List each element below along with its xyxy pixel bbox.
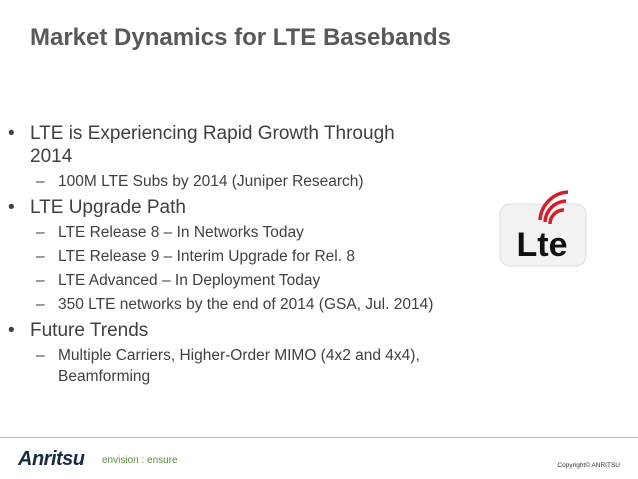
tagline: envision : ensure xyxy=(102,455,178,466)
copyright: Copyright© ANRITSU xyxy=(557,462,620,469)
sub-bullet: LTE Release 9 – Interim Upgrade for Rel.… xyxy=(8,246,458,267)
sub-bullet: LTE Advanced – In Deployment Today xyxy=(8,270,458,291)
sub-bullet: LTE Release 8 – In Networks Today xyxy=(8,222,458,243)
sub-bullet: Multiple Carriers, Higher-Order MIMO (4x… xyxy=(8,345,458,387)
bullet: Future Trends xyxy=(8,319,440,342)
slide-title: Market Dynamics for LTE Basebands xyxy=(30,24,452,51)
bullet: LTE is Experiencing Rapid Growth Through… xyxy=(8,122,440,168)
logo-arc xyxy=(543,199,567,223)
logo-frame xyxy=(499,203,587,267)
logo-arc xyxy=(548,208,565,225)
brand: Anritsu xyxy=(18,448,85,470)
footer-rule xyxy=(0,437,638,438)
sub-bullet: 350 LTE networks by the end of 2014 (GSA… xyxy=(8,294,458,315)
bullet-list: LTE is Experiencing Rapid Growth Through… xyxy=(8,118,478,387)
bullet: LTE Upgrade Path xyxy=(8,196,440,219)
lte-logo: Lte xyxy=(499,190,587,267)
sub-bullet: 100M LTE Subs by 2014 (Juniper Research) xyxy=(8,171,458,192)
logo-text: Lte xyxy=(517,226,568,264)
logo-arc xyxy=(538,190,569,221)
